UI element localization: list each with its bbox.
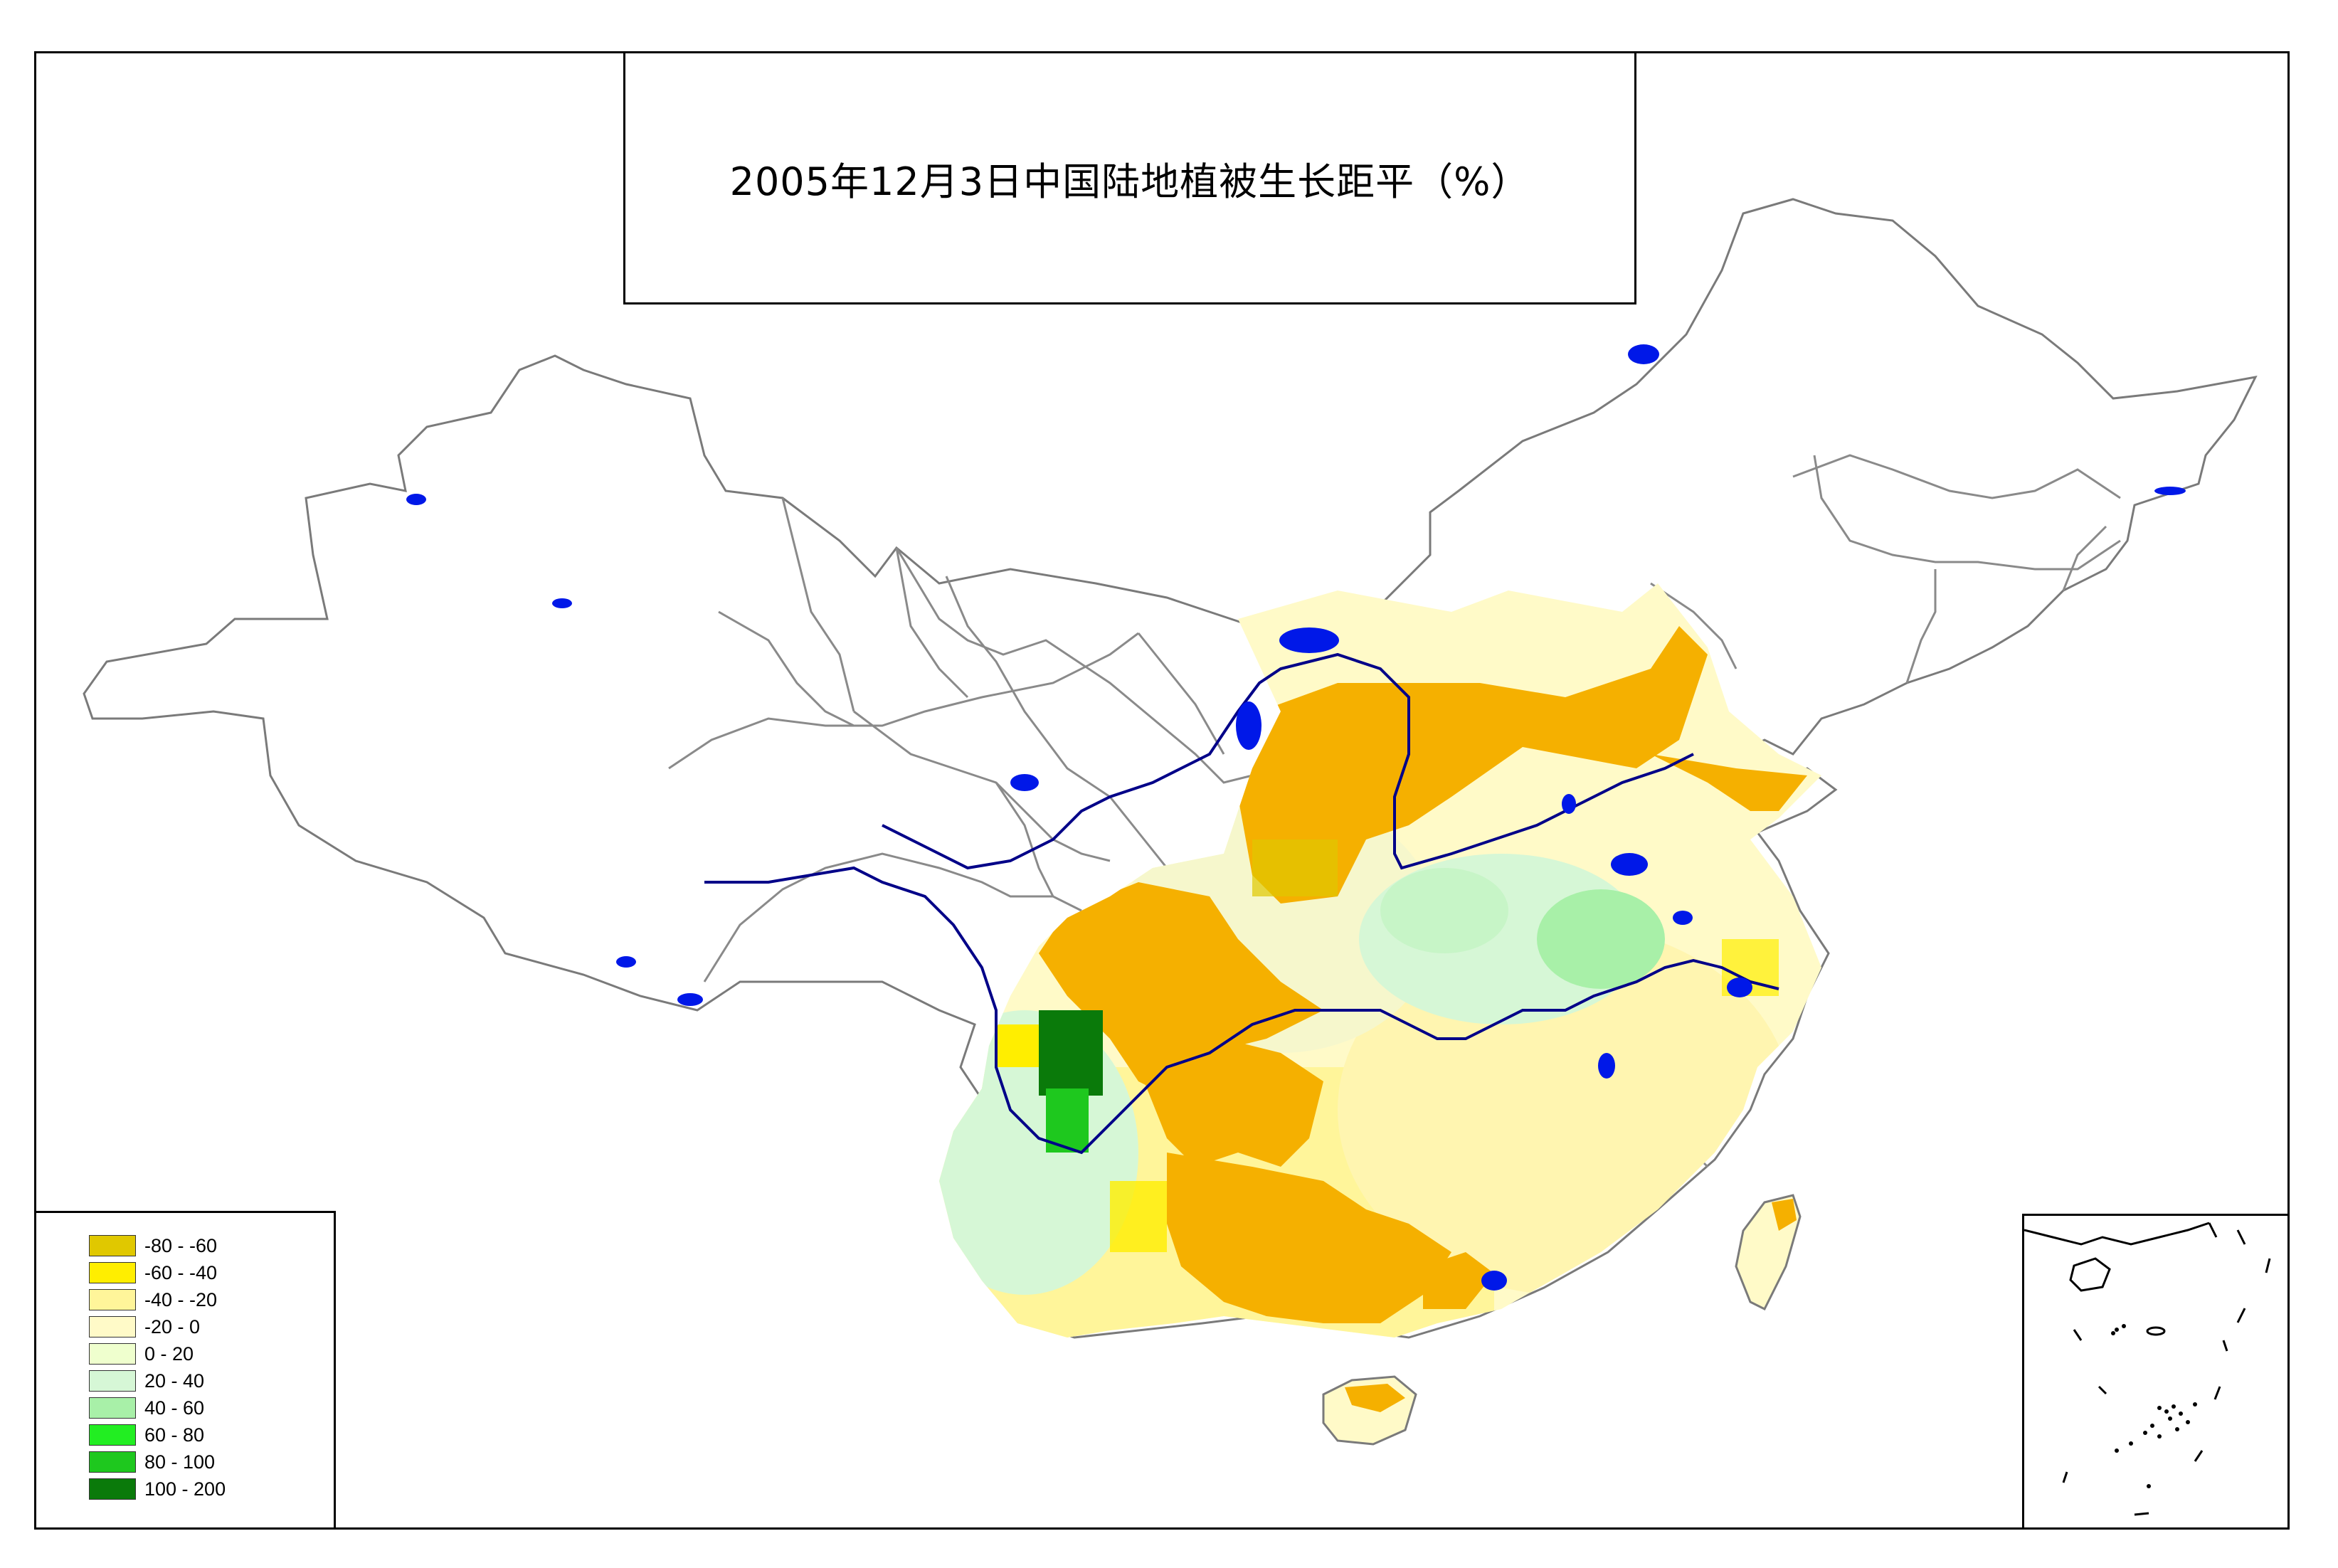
legend-item: 20 - 40	[89, 1370, 204, 1392]
legend-item: 40 - 60	[89, 1397, 204, 1419]
legend-item: 80 - 100	[89, 1451, 215, 1473]
legend-item: -40 - -20	[89, 1288, 217, 1311]
legend-swatch	[89, 1289, 136, 1310]
legend-label: -60 - -40	[144, 1261, 218, 1283]
inset-map	[2024, 1222, 2271, 1516]
legend-swatch	[89, 1316, 136, 1337]
legend-label: 20 - 40	[144, 1370, 205, 1392]
legend-swatch	[89, 1424, 136, 1446]
title-box: 2005年12月3日中国陆地植被生长距平（%）	[623, 51, 1636, 304]
south-china-sea-inset	[2022, 1214, 2290, 1530]
legend-swatch	[89, 1397, 136, 1419]
map-title: 2005年12月3日中国陆地植被生长距平（%）	[729, 159, 1530, 204]
legend-swatch	[89, 1262, 136, 1283]
legend-swatch	[89, 1478, 136, 1500]
vegetation-anomaly-layer	[939, 583, 1821, 1337]
legend-label: -40 - -20	[144, 1288, 218, 1310]
legend-item: -80 - -60	[89, 1234, 217, 1257]
legend-swatch	[89, 1451, 136, 1473]
lakes	[406, 344, 2186, 1291]
legend-item: -60 - -40	[89, 1261, 217, 1284]
rivers	[704, 652, 1779, 1155]
legend-swatch	[89, 1370, 136, 1392]
legend-label: -80 - -60	[144, 1234, 218, 1256]
yellow-river	[882, 652, 1694, 870]
legend-label: 80 - 100	[144, 1451, 216, 1473]
legend-label: 40 - 60	[144, 1397, 205, 1419]
legend-item: -20 - 0	[89, 1315, 200, 1338]
legend-swatch	[89, 1343, 136, 1365]
legend-item: 100 - 200	[89, 1478, 226, 1500]
yangtze-river	[704, 866, 1779, 1155]
legend-label: 100 - 200	[144, 1478, 226, 1500]
legend: -80 - -60 -60 - -40 -40 - -20 -20 - 0 0 …	[34, 1211, 336, 1530]
legend-label: -20 - 0	[144, 1315, 201, 1337]
legend-label: 60 - 80	[144, 1424, 205, 1446]
legend-swatch	[89, 1235, 136, 1256]
legend-item: 0 - 20	[89, 1342, 194, 1365]
legend-item: 60 - 80	[89, 1424, 204, 1446]
legend-label: 0 - 20	[144, 1342, 194, 1365]
